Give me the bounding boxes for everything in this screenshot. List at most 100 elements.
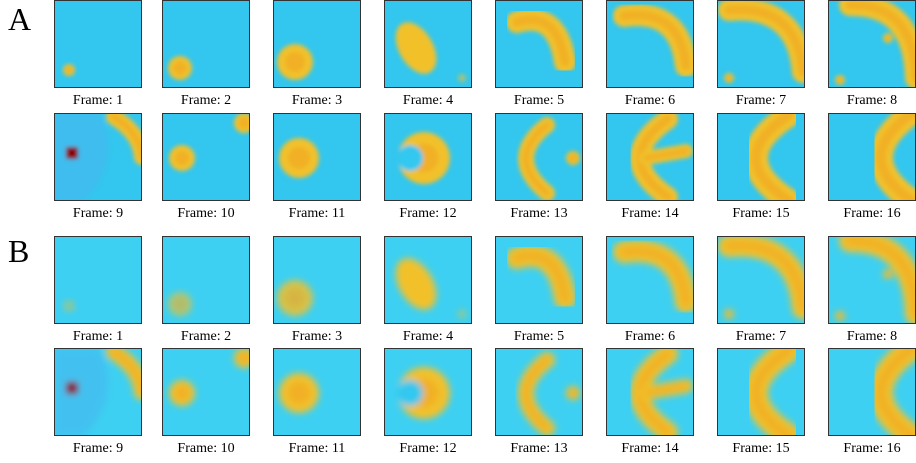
heat-blob <box>63 300 75 312</box>
heat-region <box>239 353 250 364</box>
frame-label: Frame: 4 <box>403 93 453 108</box>
frame-label: Frame: 7 <box>736 329 786 344</box>
frame-image <box>279 138 319 178</box>
heat-region <box>66 67 73 74</box>
heat-blob <box>168 56 192 80</box>
heat-region <box>175 151 189 165</box>
heat-region <box>726 311 732 317</box>
frame <box>717 236 805 324</box>
heat-region <box>173 61 186 74</box>
frame-label: Frame: 8 <box>847 93 897 108</box>
heat-region <box>397 380 423 406</box>
frame-label: Frame: 8 <box>847 329 897 344</box>
frame <box>495 236 583 324</box>
frame-image <box>63 300 75 312</box>
frame <box>273 113 361 201</box>
heat-region <box>173 297 186 310</box>
frame-label: Frame: 16 <box>843 206 900 221</box>
heat-blob <box>168 292 192 316</box>
frame-label: Frame: 5 <box>514 93 564 108</box>
frame-image <box>277 44 313 80</box>
heat-region <box>66 147 78 159</box>
frame <box>606 113 694 201</box>
frame <box>54 236 142 324</box>
frame <box>606 236 694 324</box>
frame-label: Frame: 3 <box>292 93 342 108</box>
heat-region <box>288 147 310 169</box>
frame-label: Frame: 6 <box>625 93 675 108</box>
heat-region <box>66 303 73 310</box>
frame-label: Frame: 12 <box>399 441 456 456</box>
frame-label: Frame: 14 <box>621 206 678 221</box>
heat-region <box>885 271 891 277</box>
heat-region <box>288 382 310 404</box>
frame <box>273 0 361 88</box>
heat-blob <box>277 44 313 80</box>
figure: A Frame: 1 Frame: 2 Frame: 3 Frame: 4 Frame: … <box>0 0 916 463</box>
panel-label: B <box>8 233 29 269</box>
frame-label: Frame: 5 <box>514 329 564 344</box>
frame-label: Frame: 7 <box>736 93 786 108</box>
frame-label: Frame: 14 <box>621 441 678 456</box>
frame <box>495 0 583 88</box>
heat-region <box>285 288 305 308</box>
heat-blob <box>279 373 319 413</box>
frame-label: Frame: 13 <box>510 206 567 221</box>
heat-region <box>885 35 891 41</box>
frame-label: Frame: 11 <box>289 441 346 456</box>
heat-region <box>285 52 305 72</box>
frame-label: Frame: 2 <box>181 329 231 344</box>
frame-image <box>168 292 192 316</box>
frame <box>717 348 805 436</box>
heat-region <box>837 77 843 83</box>
heat-region <box>66 382 78 394</box>
frame <box>384 0 472 88</box>
heat-blob <box>277 280 313 316</box>
frame <box>162 236 250 324</box>
frame-label: Frame: 6 <box>625 329 675 344</box>
heat-blob <box>279 138 319 178</box>
frame <box>273 348 361 436</box>
frame-label: Frame: 4 <box>403 329 453 344</box>
frame-label: Frame: 3 <box>292 329 342 344</box>
panel-label: A <box>8 1 31 37</box>
frame <box>162 348 254 436</box>
frame-label: Frame: 12 <box>399 206 456 221</box>
frame <box>828 0 916 88</box>
frame-image <box>168 56 192 80</box>
frame-label: Frame: 9 <box>73 441 123 456</box>
frame-label: Frame: 9 <box>73 206 123 221</box>
heat-blob <box>63 64 75 76</box>
frame-label: Frame: 1 <box>73 93 123 108</box>
frame <box>162 0 250 88</box>
frame-label: Frame: 1 <box>73 329 123 344</box>
frame-image <box>277 280 313 316</box>
frame <box>828 113 916 201</box>
frame <box>828 236 916 324</box>
frame-label: Frame: 15 <box>732 206 789 221</box>
frame-label: Frame: 2 <box>181 93 231 108</box>
frame-label: Frame: 16 <box>843 441 900 456</box>
frame <box>495 113 583 201</box>
frame-image <box>279 373 319 413</box>
frame <box>606 348 694 436</box>
heat-region <box>239 118 250 129</box>
frame <box>384 236 472 324</box>
heat-region <box>458 74 466 82</box>
frame-label: Frame: 15 <box>732 441 789 456</box>
frame <box>162 113 254 201</box>
heat-region <box>397 145 423 171</box>
heat-region <box>837 313 843 319</box>
heat-region <box>458 310 466 318</box>
frame <box>273 236 361 324</box>
frame <box>54 0 142 88</box>
frame <box>828 348 916 436</box>
frame <box>384 113 472 201</box>
frame <box>606 0 694 88</box>
frame <box>54 113 142 201</box>
frame-image <box>63 64 75 76</box>
heat-region <box>569 389 577 397</box>
frame <box>717 113 805 201</box>
frame <box>717 0 805 88</box>
frame-label: Frame: 10 <box>177 206 234 221</box>
